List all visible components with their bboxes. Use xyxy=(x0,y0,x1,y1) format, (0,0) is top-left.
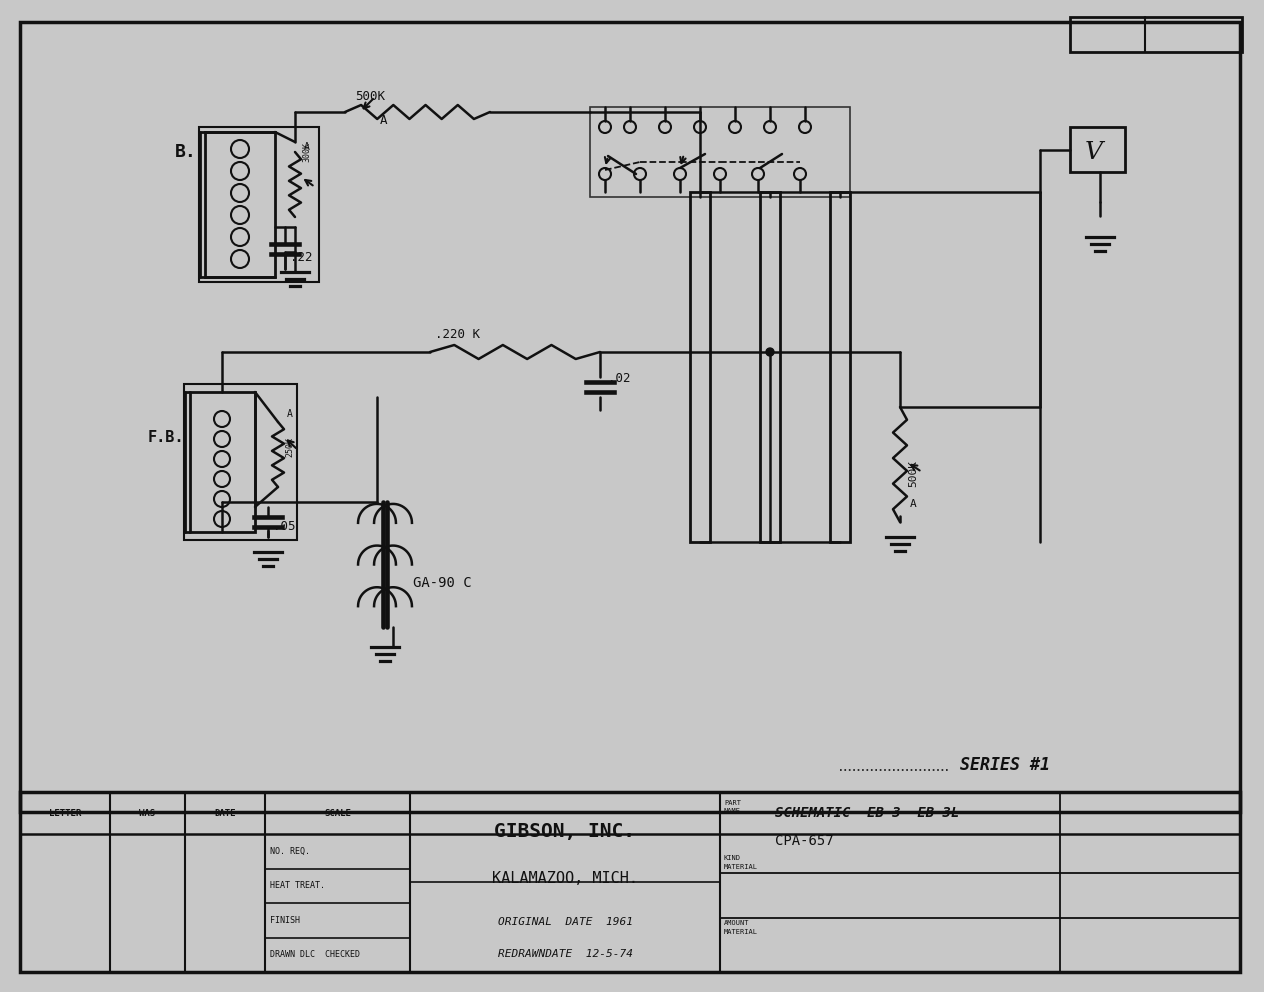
Text: HEAT TREAT.: HEAT TREAT. xyxy=(270,881,325,890)
Bar xyxy=(20,792,1240,972)
Text: .05: .05 xyxy=(273,520,296,533)
Bar xyxy=(760,192,780,542)
Text: A: A xyxy=(910,499,916,509)
Text: SCHEMATIC  EB-3  EB-3L: SCHEMATIC EB-3 EB-3L xyxy=(775,806,959,820)
Text: KIND: KIND xyxy=(724,855,741,861)
Bar xyxy=(830,192,849,542)
Bar xyxy=(205,132,276,277)
Text: A: A xyxy=(380,114,388,127)
Text: 500K: 500K xyxy=(908,460,918,487)
Text: DATE: DATE xyxy=(215,808,236,817)
Text: KALAMAZOO, MICH.: KALAMAZOO, MICH. xyxy=(492,871,638,886)
Bar xyxy=(198,127,319,282)
Bar xyxy=(1071,17,1243,52)
Text: ORIGINAL  DATE  1961: ORIGINAL DATE 1961 xyxy=(498,917,632,927)
Bar xyxy=(690,192,710,542)
Text: PART: PART xyxy=(724,800,741,806)
Text: F.B.: F.B. xyxy=(148,430,185,445)
Bar xyxy=(190,392,255,532)
Text: 500K: 500K xyxy=(355,90,386,103)
Text: 250K: 250K xyxy=(286,437,295,457)
Circle shape xyxy=(766,348,774,356)
Text: SCALE: SCALE xyxy=(324,808,351,817)
Text: DRAWN DLC  CHECKED: DRAWN DLC CHECKED xyxy=(270,950,360,959)
Text: GA-90 C: GA-90 C xyxy=(413,576,471,590)
Text: V: V xyxy=(1085,141,1103,164)
Text: FINISH: FINISH xyxy=(270,916,300,925)
Text: A: A xyxy=(287,409,293,419)
Text: GIBSON, INC.: GIBSON, INC. xyxy=(494,822,636,841)
Text: REDRAWNDATE  12-5-74: REDRAWNDATE 12-5-74 xyxy=(498,949,632,959)
Text: .02: .02 xyxy=(608,372,631,385)
Text: A: A xyxy=(305,142,310,152)
Text: WAS: WAS xyxy=(139,808,155,817)
Text: .22: .22 xyxy=(289,251,312,264)
Text: AMOUNT: AMOUNT xyxy=(724,920,750,926)
Text: MATERIAL: MATERIAL xyxy=(724,929,758,935)
Bar xyxy=(1071,127,1125,172)
Bar xyxy=(20,22,1240,812)
Text: MATERIAL: MATERIAL xyxy=(724,864,758,870)
Text: B.: B. xyxy=(174,143,197,161)
Bar xyxy=(185,384,297,540)
Text: NO. REQ.: NO. REQ. xyxy=(270,847,310,856)
Bar xyxy=(590,107,849,197)
Text: NAME: NAME xyxy=(724,808,741,814)
Text: SERIES #1: SERIES #1 xyxy=(959,756,1050,774)
Text: LETTER: LETTER xyxy=(49,808,81,817)
Text: 300K: 300K xyxy=(302,142,311,162)
Text: .220 K: .220 K xyxy=(435,328,480,341)
Text: CPA-657: CPA-657 xyxy=(775,833,834,847)
